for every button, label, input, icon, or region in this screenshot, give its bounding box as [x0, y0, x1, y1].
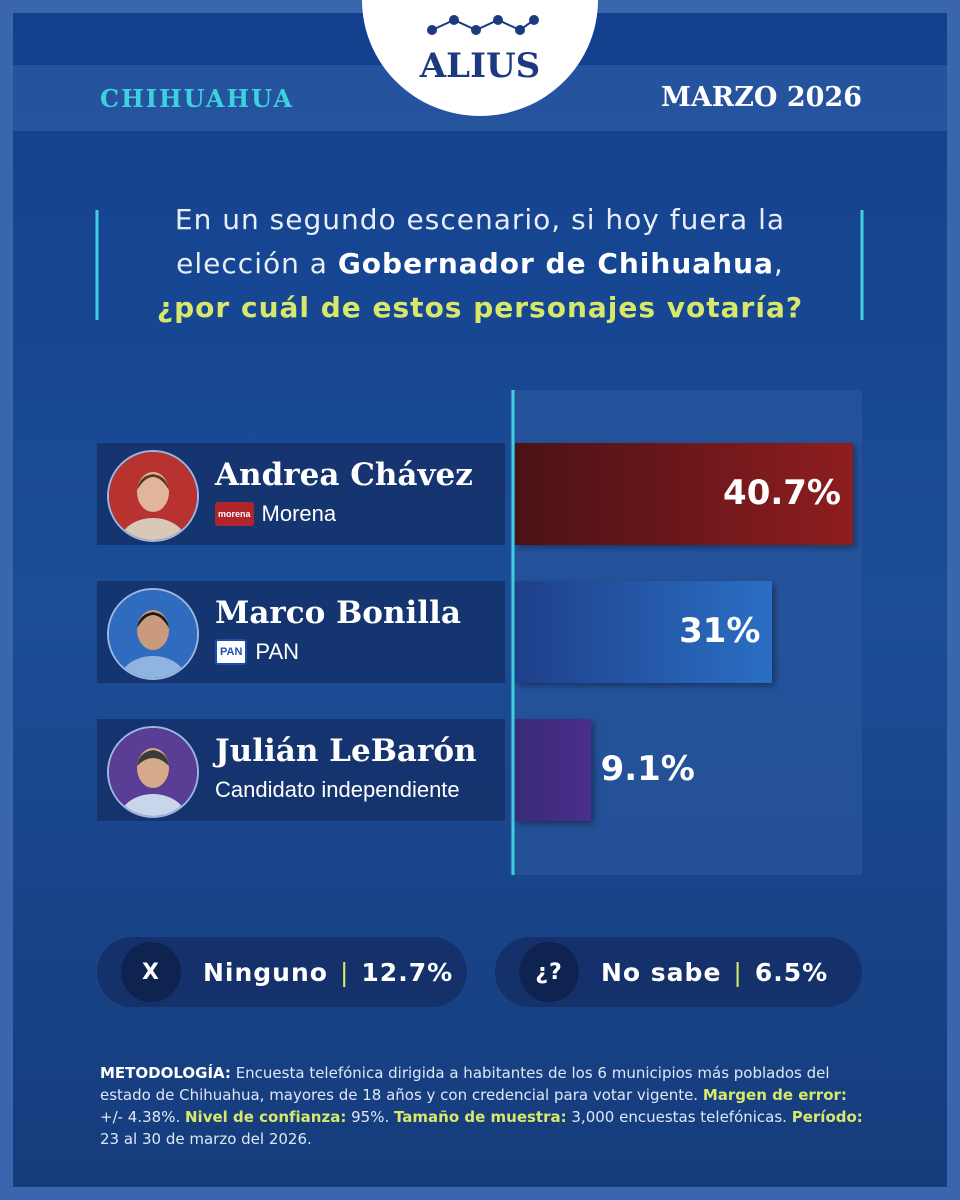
question-bold: Gobernador de Chihuahua — [337, 247, 774, 280]
party-name: Morena — [261, 501, 337, 526]
separator: | — [733, 957, 743, 987]
party-logo: morena — [215, 502, 254, 526]
portrait — [109, 728, 197, 816]
bar — [515, 443, 853, 545]
party: PAN PAN — [215, 639, 299, 665]
method-text: Encuesta telefónica dirigida a habitante… — [100, 1064, 830, 1104]
option-value: 6.5% — [754, 957, 829, 987]
bar — [515, 719, 591, 821]
method-item: Período: 23 al 30 de marzo del 2026. — [100, 1108, 863, 1148]
question-highlight: ¿por cuál de estos personajes votaría? — [156, 291, 804, 324]
party: morena Morena — [215, 501, 336, 527]
method-text: 23 al 30 de marzo del 2026. — [100, 1130, 312, 1148]
region: CHIHUAHUA — [100, 84, 294, 113]
methodology: METODOLOGÍA: Encuesta telefónica dirigid… — [100, 1062, 865, 1150]
other-option: ¿? No sabe | 6.5% — [495, 937, 862, 1007]
brand: ALIUS — [419, 46, 541, 86]
option-value: 12.7% — [361, 957, 454, 987]
method-label: Tamaño de muestra: — [394, 1108, 567, 1126]
question-tail: , — [773, 247, 784, 280]
date: MARZO 2026 — [660, 82, 862, 113]
separator: | — [339, 957, 350, 987]
value-label: 31% — [679, 611, 761, 651]
value-label: 40.7% — [723, 473, 841, 513]
option-label: No sabe — [601, 957, 722, 987]
option-icon: X — [121, 942, 181, 1002]
question: En un segundo escenario, si hoy fuera la… — [120, 198, 840, 330]
method-text: 3,000 encuestas telefónicas. — [566, 1108, 792, 1126]
method-text: 95%. — [346, 1108, 394, 1126]
photo — [107, 588, 199, 680]
party: Candidato independiente — [215, 777, 460, 803]
method-item: Tamaño de muestra: 3,000 encuestas telef… — [394, 1108, 792, 1126]
candidate-card: Andrea Chávez morena Morena — [97, 443, 505, 545]
option-icon: ¿? — [519, 942, 579, 1002]
photo — [107, 450, 199, 542]
candidate-card: Julián LeBarón Candidato independiente — [97, 719, 505, 821]
option-label: Ninguno — [203, 957, 328, 987]
party-name: Candidato independiente — [215, 777, 460, 802]
question-lead: En un segundo escenario, si hoy fuera la… — [174, 203, 786, 280]
candidate-name: Julián LeBarón — [215, 733, 477, 769]
method-item: METODOLOGÍA: Encuesta telefónica dirigid… — [100, 1064, 830, 1104]
party-name: PAN — [255, 639, 300, 664]
method-label: Período: — [791, 1108, 863, 1126]
portrait — [109, 452, 197, 540]
other-option: X Ninguno | 12.7% — [97, 937, 467, 1007]
method-text: +/- 4.38%. — [100, 1108, 185, 1126]
photo — [107, 726, 199, 818]
method-label: Margen de error: — [702, 1086, 847, 1104]
candidate-name: Andrea Chávez — [215, 457, 473, 493]
value-label: 9.1% — [600, 749, 695, 789]
method-item: Margen de error: +/- 4.38%. — [100, 1086, 847, 1126]
method-label: METODOLOGÍA: — [100, 1064, 231, 1082]
portrait — [109, 590, 197, 678]
candidate-card: Marco Bonilla PAN PAN — [97, 581, 505, 683]
party-logo: PAN — [215, 639, 248, 665]
candidate-name: Marco Bonilla — [215, 595, 461, 631]
bar — [515, 581, 773, 683]
method-label: Nivel de confianza: — [185, 1108, 347, 1126]
method-item: Nivel de confianza: 95%. — [185, 1108, 394, 1126]
